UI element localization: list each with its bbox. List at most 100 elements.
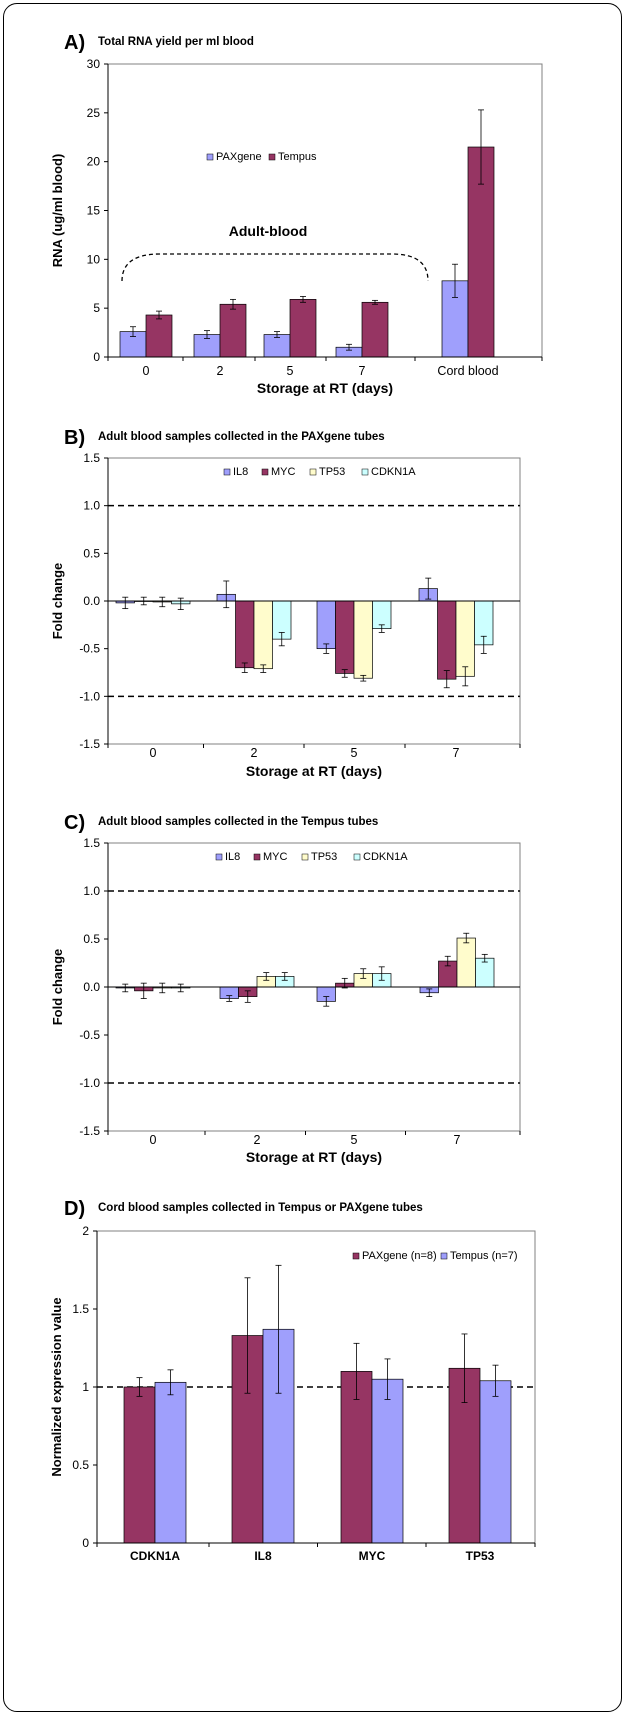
y-tick-label: -1.5 — [79, 1124, 100, 1138]
x-tick-label: CDKN1A — [130, 1549, 180, 1563]
y-tick-label: 0.5 — [72, 1458, 89, 1472]
y-tick-label: 0.5 — [83, 546, 100, 560]
y-axis-label: Fold change — [50, 563, 65, 640]
x-tick-label: IL8 — [254, 1549, 272, 1563]
y-tick-label: 2 — [82, 1224, 89, 1238]
legend-swatch — [353, 853, 361, 861]
bar-cdkn1a — [475, 957, 495, 988]
x-tick-label: 7 — [454, 1133, 461, 1147]
y-tick-label: -1.5 — [79, 737, 100, 751]
legend-swatch — [268, 153, 276, 161]
x-axis-label: Storage at RT (days) — [246, 763, 382, 779]
x-tick-label: 0 — [143, 364, 150, 378]
x-tick-label: 5 — [287, 364, 294, 378]
x-tick-label: TP53 — [466, 1549, 495, 1563]
figure-frame — [3, 3, 622, 1712]
bar-tp53 — [456, 937, 476, 988]
legend-label: IL8 — [225, 851, 240, 863]
bar-il8 — [316, 600, 336, 650]
y-tick-label: 0 — [93, 350, 100, 364]
legend-label: CDKN1A — [363, 851, 408, 863]
y-tick-label: 1.5 — [83, 836, 100, 850]
legend-label: PAXgene — [216, 151, 262, 163]
legend-swatch — [253, 853, 261, 861]
legend-label: MYC — [263, 851, 288, 863]
y-tick-label: -1.0 — [79, 689, 100, 703]
y-tick-label: 0 — [82, 1536, 89, 1550]
y-tick-label: 10 — [87, 252, 101, 266]
y-tick-label: 20 — [87, 155, 101, 169]
legend-label: IL8 — [233, 466, 248, 478]
legend-swatch — [352, 1252, 360, 1260]
legend-label: Tempus — [278, 151, 317, 163]
legend-label: TP53 — [319, 466, 345, 478]
y-tick-label: 0.0 — [83, 594, 100, 608]
legend-label: MYC — [271, 466, 296, 478]
bar-tp53 — [353, 600, 373, 679]
y-tick-label: 15 — [87, 204, 101, 218]
adult-blood-label: Adult-blood — [229, 223, 308, 239]
legend-swatch — [215, 853, 223, 861]
panel-letter: D) — [64, 1198, 85, 1220]
y-tick-label: -0.5 — [79, 1028, 100, 1042]
legend-label: Tempus (n=7) — [450, 1250, 518, 1262]
legend-label: PAXgene (n=8) — [362, 1250, 437, 1262]
y-tick-label: -1.0 — [79, 1076, 100, 1090]
y-tick-label: 5 — [93, 301, 100, 315]
x-tick-label: 0 — [150, 746, 157, 760]
x-tick-label: 7 — [453, 746, 460, 760]
y-tick-label: 1.5 — [83, 451, 100, 465]
legend-swatch — [261, 468, 269, 476]
x-tick-label: MYC — [359, 1549, 386, 1563]
legend-swatch — [206, 153, 214, 161]
panel-letter: C) — [64, 812, 85, 834]
panel-title: Adult blood samples collected in the PAX… — [98, 431, 385, 443]
bar-myc — [437, 600, 457, 680]
bar-myc — [335, 600, 355, 674]
x-tick-label: 2 — [254, 1133, 261, 1147]
x-tick-label: 5 — [351, 1133, 358, 1147]
y-tick-label: 1.0 — [83, 884, 100, 898]
bar-tempus — [154, 1381, 187, 1544]
panel-a: A) Total RNA yield per ml blood0510152025… — [50, 32, 543, 396]
y-tick-label: 1.5 — [72, 1302, 89, 1316]
y-tick-label: 25 — [87, 106, 101, 120]
legend-swatch — [309, 468, 317, 476]
x-tick-label: 5 — [351, 746, 358, 760]
bar-tempus — [361, 301, 389, 358]
y-axis-label: RNA (ug/ml blood) — [50, 154, 65, 268]
x-tick-label: 7 — [359, 364, 366, 378]
legend-label: CDKN1A — [371, 466, 416, 478]
y-tick-label: 0.5 — [83, 932, 100, 946]
legend-swatch — [223, 468, 231, 476]
panel-letter: A) — [64, 32, 85, 54]
legend-label: TP53 — [311, 851, 337, 863]
bar-tp53 — [455, 600, 475, 677]
y-tick-label: 0.0 — [83, 980, 100, 994]
bar-tempus — [219, 303, 247, 358]
x-axis-label: Storage at RT (days) — [257, 380, 393, 396]
x-axis-label: Storage at RT (days) — [246, 1149, 382, 1165]
panel-title: Cord blood samples collected in Tempus o… — [98, 1202, 423, 1214]
bar-tempus — [145, 314, 173, 358]
y-tick-label: 30 — [87, 57, 101, 71]
y-axis-label: Fold change — [50, 949, 65, 1026]
legend-swatch — [440, 1252, 448, 1260]
bar-tempus — [289, 299, 317, 358]
panel-d: D) Cord blood samples collected in Tempus… — [49, 1198, 536, 1563]
panel-letter: B) — [64, 427, 85, 449]
bar-tp53 — [253, 600, 273, 670]
y-tick-label: 1 — [82, 1380, 89, 1394]
x-tick-label: 2 — [217, 364, 224, 378]
bar-tempus — [371, 1378, 404, 1544]
bar-myc — [235, 600, 255, 669]
bar-paxgene — [123, 1386, 156, 1544]
x-tick-label: 0 — [150, 1133, 157, 1147]
bar-tempus — [479, 1380, 512, 1544]
x-tick-label: Cord blood — [437, 364, 498, 378]
x-tick-label: 2 — [251, 746, 258, 760]
panel-c: C) Adult blood samples collected in the T… — [50, 812, 521, 1165]
adult-blood-bracket — [121, 253, 429, 282]
panel-title: Adult blood samples collected in the Tem… — [98, 816, 378, 828]
